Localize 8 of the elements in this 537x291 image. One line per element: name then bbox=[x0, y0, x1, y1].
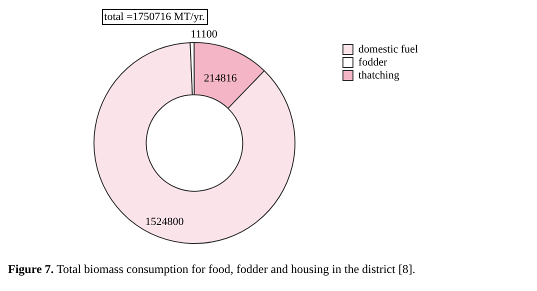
legend-label: fodder bbox=[358, 56, 388, 68]
legend-label: domestic fuel bbox=[358, 43, 418, 56]
data-label: 11100 bbox=[190, 28, 218, 40]
data-label: 214816 bbox=[204, 72, 238, 85]
text: total =1750716 MT/yr. bbox=[104, 10, 206, 23]
caption: Figure 7. Total biomass consumption for food, fodder and housing in the district [8]. bbox=[8, 262, 416, 277]
data-label: 1524800 bbox=[145, 216, 184, 228]
legend-label: thatching bbox=[358, 69, 400, 82]
